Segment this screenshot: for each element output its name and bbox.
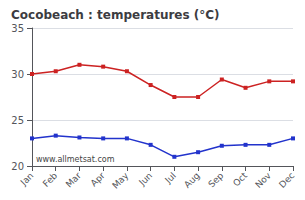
svg-text:Jun: Jun (136, 170, 154, 188)
svg-text:35: 35 (11, 23, 24, 34)
svg-text:Oct: Oct (231, 170, 249, 188)
svg-text:May: May (110, 170, 131, 191)
svg-text:Aug: Aug (182, 170, 201, 189)
svg-text:20: 20 (11, 161, 24, 172)
svg-text:Feb: Feb (41, 170, 60, 189)
svg-text:Sep: Sep (206, 170, 225, 189)
svg-text:30: 30 (11, 69, 24, 80)
svg-text:Apr: Apr (89, 170, 107, 188)
svg-text:Mar: Mar (64, 170, 83, 189)
svg-text:Jul: Jul (162, 170, 177, 185)
svg-text:Nov: Nov (253, 170, 273, 190)
svg-text:Cocobeach : temperatures (°C): Cocobeach : temperatures (°C) (11, 8, 220, 22)
svg-text:Jan: Jan (18, 170, 36, 188)
svg-text:Dec: Dec (277, 170, 296, 189)
svg-text:25: 25 (11, 115, 24, 126)
svg-text:www.allmetsat.com: www.allmetsat.com (36, 155, 115, 164)
